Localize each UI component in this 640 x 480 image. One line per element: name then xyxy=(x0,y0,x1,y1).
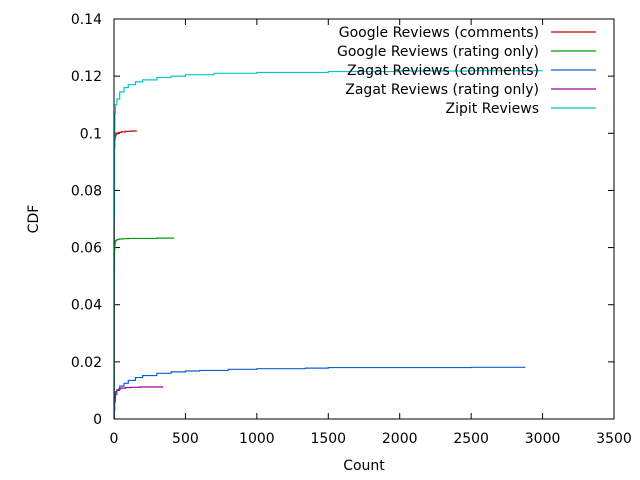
y-tick-label: 0.08 xyxy=(71,183,102,199)
legend-label: Google Reviews (comments) xyxy=(339,25,539,41)
series-line-5 xyxy=(113,70,544,419)
x-tick-label: 2500 xyxy=(453,431,489,447)
y-tick-label: 0.14 xyxy=(71,12,102,28)
x-tick-label: 1000 xyxy=(239,431,275,447)
series-line-2 xyxy=(113,237,174,419)
legend-label: Zagat Reviews (comments) xyxy=(347,63,539,79)
plot-frame xyxy=(113,18,615,420)
x-axis-title: Count xyxy=(343,458,385,474)
x-tick-label: 0 xyxy=(110,431,119,447)
series-line-1 xyxy=(113,130,137,419)
y-tick-label: 0.12 xyxy=(71,69,102,85)
y-axis-title: CDF xyxy=(26,205,42,234)
y-tick-label: 0.02 xyxy=(71,355,102,371)
y-tick-label: 0.1 xyxy=(80,126,102,142)
ticks-layer: 0 500 1000 1500 2000 2500 3000 3500 0 0.02 0.04 0.0… xyxy=(71,12,632,447)
x-tick-label: 3500 xyxy=(596,431,632,447)
y-tick-label: 0.04 xyxy=(71,298,102,314)
x-tick-label: 2000 xyxy=(382,431,418,447)
series-layer xyxy=(113,70,544,419)
x-tick-label: 500 xyxy=(172,431,199,447)
x-tick-label: 1500 xyxy=(310,431,346,447)
legend-label: Zipit Reviews xyxy=(446,101,539,117)
series-line-3 xyxy=(113,366,526,419)
legend-label: Zagat Reviews (rating only) xyxy=(345,82,539,98)
legend: Google Reviews (comments) Google Reviews … xyxy=(337,25,596,117)
x-tick-label: 3000 xyxy=(525,431,561,447)
y-tick-label: 0 xyxy=(93,412,102,428)
legend-label: Google Reviews (rating only) xyxy=(337,44,539,60)
y-tick-label: 0.06 xyxy=(71,241,102,257)
series-line-4 xyxy=(113,386,164,419)
